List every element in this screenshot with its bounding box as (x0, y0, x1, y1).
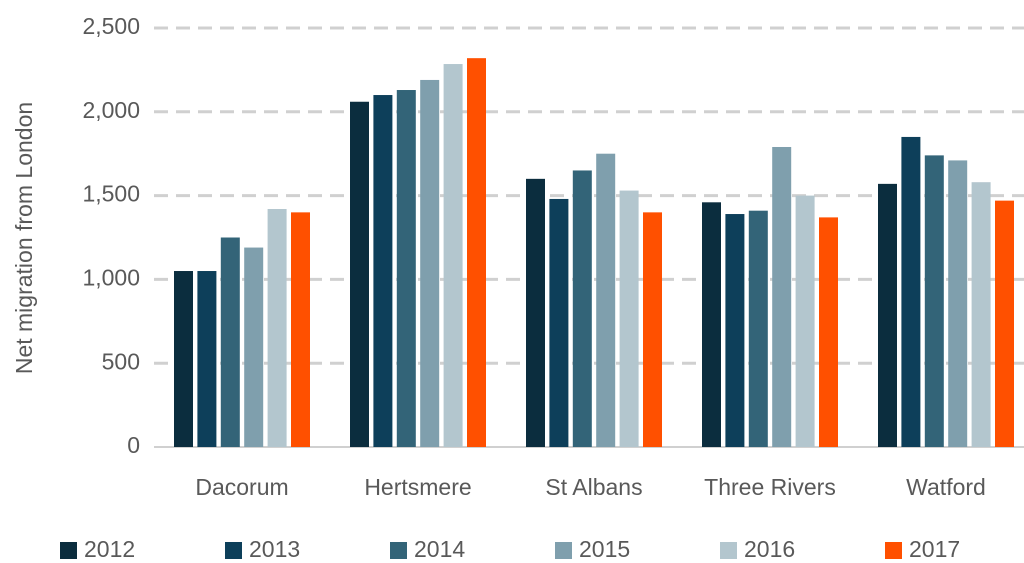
bar (995, 200, 1014, 447)
bar (350, 101, 369, 447)
legend-swatch (390, 542, 407, 559)
bar (291, 212, 310, 447)
legend-label: 2012 (84, 536, 135, 562)
y-tick-label: 1,000 (82, 264, 140, 290)
y-tick-label: 0 (127, 432, 140, 458)
bar (174, 271, 193, 447)
bar (971, 182, 991, 447)
bar (220, 237, 240, 447)
bar (267, 209, 287, 447)
bar (549, 198, 569, 447)
x-tick-label: Dacorum (195, 474, 288, 500)
y-axis-label: Net migration from London (11, 102, 37, 374)
bar (572, 170, 592, 447)
legend-label: 2016 (744, 536, 795, 562)
legend-label: 2014 (414, 536, 465, 562)
bar (373, 95, 393, 447)
bar (924, 155, 944, 447)
y-tick-label: 2,500 (82, 13, 140, 39)
bar (420, 79, 440, 448)
bar (396, 90, 416, 448)
legend-label: 2015 (579, 536, 630, 562)
bar (795, 195, 815, 447)
bar (702, 202, 721, 447)
legend-swatch (720, 542, 737, 559)
y-tick-label: 1,500 (82, 181, 140, 207)
legend-swatch (555, 542, 572, 559)
bar (619, 190, 639, 447)
x-tick-label: Three Rivers (704, 474, 836, 500)
x-tick-label: St Albans (545, 474, 642, 500)
bar (819, 217, 838, 447)
bar (901, 136, 921, 447)
bar (748, 210, 768, 447)
bar (526, 178, 545, 447)
x-tick-label: Hertsmere (364, 474, 471, 500)
y-tick-label: 2,000 (82, 97, 140, 123)
x-tick-label: Watford (906, 474, 986, 500)
bar (948, 160, 968, 448)
legend-label: 2013 (249, 536, 300, 562)
bar (596, 153, 616, 447)
bar (772, 146, 792, 447)
legend-swatch (60, 542, 77, 559)
y-tick-label: 500 (102, 348, 140, 374)
bar (878, 183, 897, 448)
bar (643, 212, 662, 447)
legend-swatch (885, 542, 902, 559)
bar (244, 247, 264, 447)
bar (443, 64, 463, 447)
bar (467, 58, 486, 447)
legend-swatch (225, 542, 242, 559)
bar (725, 214, 745, 447)
legend-label: 2017 (909, 536, 960, 562)
bar (197, 271, 217, 447)
